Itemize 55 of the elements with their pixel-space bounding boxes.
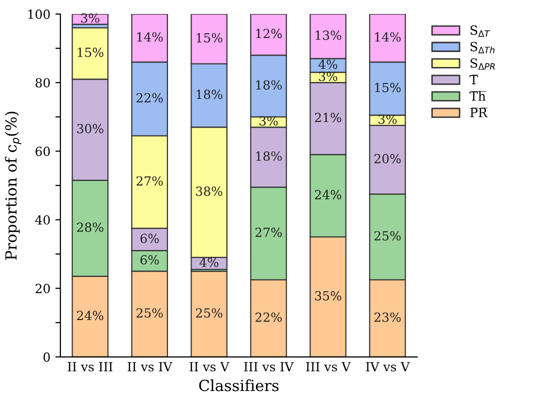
data-label: 3% xyxy=(260,116,278,126)
y-tick-label: 20 xyxy=(36,284,50,294)
data-label: 30% xyxy=(77,124,104,134)
data-label: 14% xyxy=(375,32,401,42)
data-label: 27% xyxy=(136,176,163,186)
data-label: 25% xyxy=(136,308,163,318)
data-label: 6% xyxy=(140,234,159,244)
x-tick-label: II vs III xyxy=(68,362,112,372)
y-tick-label: 40 xyxy=(35,215,50,225)
data-label: 20% xyxy=(374,154,401,164)
y-tick-label: 100 xyxy=(28,10,50,19)
data-label: 22% xyxy=(256,312,282,322)
x-tick-label: II vs V xyxy=(190,362,230,372)
x-tick-label: III vs IV xyxy=(244,362,294,372)
data-label: 3% xyxy=(378,114,397,124)
data-label: 18% xyxy=(256,80,282,90)
x-axis-title: Classifiers xyxy=(199,379,279,392)
legend-label: S$_{ΔTh}$ xyxy=(470,42,495,54)
legend-label: T̅h̅ xyxy=(470,91,486,101)
data-label: 18% xyxy=(196,90,222,100)
data-label: 6% xyxy=(140,255,159,265)
legend-label: S$_{ΔPR}$ xyxy=(470,58,495,70)
x-tick-label: II vs IV xyxy=(128,362,172,372)
data-label: 13% xyxy=(316,30,342,40)
legend-label: T̅ xyxy=(470,74,478,84)
data-label: 4% xyxy=(318,60,338,70)
data-label: 25% xyxy=(196,308,222,318)
data-label: 3% xyxy=(319,72,338,82)
data-label: 28% xyxy=(77,222,104,232)
data-label: 15% xyxy=(78,48,104,58)
data-label: 4% xyxy=(200,258,218,268)
data-label: 23% xyxy=(374,312,401,322)
data-label: 22% xyxy=(136,93,163,103)
data-label: 3% xyxy=(81,13,100,23)
y-axis-title: Proportion of c$_{p}$(%) xyxy=(4,112,22,260)
legend-label: S$_{ΔT}$ xyxy=(470,25,490,37)
data-label: 25% xyxy=(374,231,401,241)
data-label: 12% xyxy=(256,28,282,38)
data-label: 21% xyxy=(314,112,342,122)
y-tick-label: 0 xyxy=(44,352,50,362)
data-label: 24% xyxy=(314,190,342,200)
data-label: 14% xyxy=(137,32,163,42)
y-tick-label: 80 xyxy=(36,78,50,88)
data-label: 18% xyxy=(256,151,282,161)
y-tick-label: 60 xyxy=(36,146,50,156)
data-label: 35% xyxy=(315,291,342,301)
data-label: 27% xyxy=(256,228,282,238)
legend-label: P̅R̅ xyxy=(470,108,488,118)
bar xyxy=(72,14,109,25)
data-label: 24% xyxy=(77,310,104,320)
data-label: 15% xyxy=(196,33,222,43)
data-label: 15% xyxy=(375,82,401,92)
data-label: 38% xyxy=(196,186,222,196)
x-tick-label: IV vs V xyxy=(366,362,410,372)
x-tick-label: III vs V xyxy=(306,362,351,372)
